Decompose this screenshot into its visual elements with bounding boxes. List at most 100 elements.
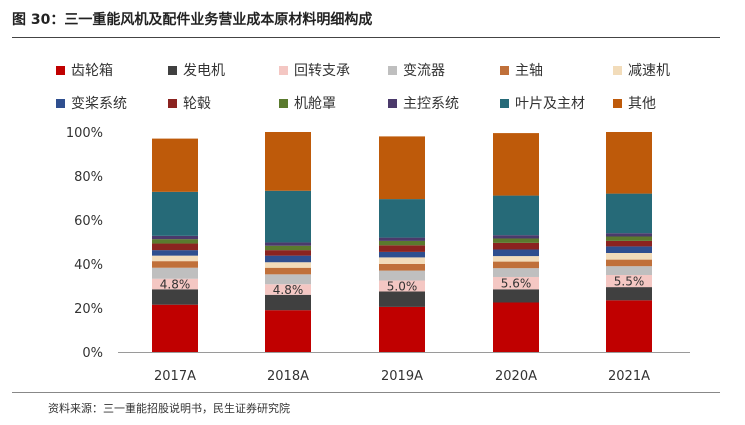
legend-label: 机舱罩	[294, 96, 336, 112]
x-tick-label: 2020A	[495, 369, 537, 384]
chart-legend: 齿轮箱 发电机 回转支承 变流器 主轴 减速机变桨系统 轮毂 机舱罩 主控系统 叶片及主材 其他	[0, 0, 745, 125]
bar-segment	[606, 236, 652, 241]
bar-segment	[493, 195, 539, 236]
legend-item: 齿轮箱	[56, 60, 113, 80]
bar-segment	[379, 306, 425, 352]
bar-segment	[379, 264, 425, 271]
x-tick-label: 2021A	[608, 369, 650, 384]
data-label: 4.8%	[160, 278, 191, 292]
bar-segment	[152, 278, 198, 290]
bar-segment	[265, 250, 311, 256]
legend-swatch	[56, 98, 65, 108]
legend-item: 回转支承	[279, 60, 350, 80]
legend-label: 发电机	[183, 63, 225, 79]
legend-item: 变桨系统	[56, 93, 127, 113]
y-tick-label: 20%	[74, 302, 103, 317]
legend-swatch	[500, 65, 509, 75]
legend-label: 变流器	[403, 63, 445, 79]
y-tick-label: 40%	[74, 258, 103, 273]
bar-segment	[265, 242, 311, 246]
legend-item: 轮毂	[168, 93, 211, 113]
bar-segment	[152, 138, 198, 192]
bar-segment	[493, 261, 539, 269]
legend-label: 主轴	[515, 63, 543, 79]
legend-swatch	[168, 98, 177, 108]
data-label: 4.8%	[273, 283, 304, 297]
bar-segment	[265, 284, 311, 295]
y-tick-label: 100%	[66, 126, 103, 141]
legend-item: 主控系统	[388, 93, 459, 113]
bar-segment	[379, 251, 425, 258]
data-label: 5.6%	[501, 277, 532, 291]
bar-segment	[606, 193, 652, 234]
legend-label: 减速机	[628, 63, 670, 79]
legend-swatch	[279, 98, 288, 108]
bar-segment	[379, 257, 425, 264]
source-note: 资料来源：三一重能招股说明书，民生证券研究院	[48, 402, 290, 415]
bar-segment	[493, 238, 539, 243]
y-tick-label: 60%	[74, 214, 103, 229]
bar-segment	[379, 199, 425, 238]
bar-segment	[152, 239, 198, 244]
bar-segment	[379, 245, 425, 252]
bar-segment	[265, 294, 311, 311]
legend-swatch	[613, 98, 622, 108]
bar-segment	[493, 235, 539, 239]
bar-segment	[152, 261, 198, 268]
bar-segment	[379, 237, 425, 241]
bar-segment	[152, 255, 198, 262]
legend-item: 发电机	[168, 60, 225, 80]
source-divider	[12, 392, 720, 393]
data-label: 5.5%	[614, 275, 645, 289]
legend-label: 叶片及主材	[515, 96, 585, 112]
legend-label: 其他	[628, 96, 656, 112]
bar-segment	[265, 310, 311, 352]
x-tick-label: 2019A	[381, 369, 423, 384]
bar-segment	[379, 136, 425, 200]
legend-item: 叶片及主材	[500, 93, 585, 113]
bar-segment	[265, 274, 311, 285]
title-divider	[12, 37, 720, 38]
bar-segment	[606, 132, 652, 194]
bar-segment	[606, 266, 652, 275]
bar-segment	[379, 240, 425, 246]
legend-label: 轮毂	[183, 96, 211, 112]
x-tick-label: 2017A	[154, 369, 196, 384]
bar-segment	[152, 304, 198, 352]
bar-segment	[606, 240, 652, 247]
x-tick-label: 2018A	[267, 369, 309, 384]
bar-segment	[606, 259, 652, 267]
legend-item: 变流器	[388, 60, 445, 80]
bar-segment	[265, 132, 311, 191]
legend-item: 其他	[613, 93, 656, 113]
legend-swatch	[388, 65, 397, 75]
legend-swatch	[56, 65, 65, 75]
bar-segment	[379, 270, 425, 281]
data-label: 5.0%	[387, 280, 418, 294]
bar-segment	[493, 249, 539, 257]
bar-segment	[606, 246, 652, 253]
bar-segment	[152, 235, 198, 240]
bar-segment	[493, 276, 539, 290]
y-tick-label: 0%	[82, 346, 103, 361]
bar-segment	[379, 280, 425, 292]
legend-swatch	[388, 98, 397, 108]
legend-item: 主轴	[500, 60, 543, 80]
bar-segment	[265, 190, 311, 243]
bar-segment	[493, 256, 539, 262]
legend-label: 主控系统	[403, 96, 459, 112]
bar-segment	[265, 262, 311, 268]
bar-segment	[606, 233, 652, 237]
bar-segment	[152, 243, 198, 251]
legend-item: 减速机	[613, 60, 670, 80]
bar-segment	[493, 242, 539, 250]
legend-swatch	[168, 65, 177, 75]
bar-segment	[265, 267, 311, 275]
legend-label: 回转支承	[294, 63, 350, 79]
legend-item: 机舱罩	[279, 93, 336, 113]
legend-swatch	[500, 98, 509, 108]
bar-segment	[606, 253, 652, 260]
bar-segment	[493, 268, 539, 277]
legend-swatch	[613, 65, 622, 75]
